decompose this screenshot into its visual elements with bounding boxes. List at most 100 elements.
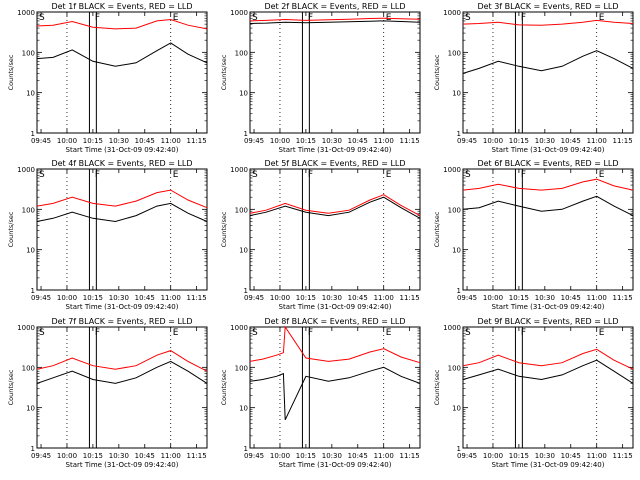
events-line [462,359,634,384]
x-tick-label: 09:45 [31,137,51,145]
marker-s: S [252,170,258,180]
panel-3: Det 3f BLACK = Events, RED = LLD 09:45 10:… [433,2,634,154]
x-tick-label: 11:00 [374,137,394,145]
x-tick-label: 10:15 [83,137,103,145]
x-axis-label: Start Time (31-Oct-09 09:42:40) [492,303,605,311]
y-tick-label: 1000 [443,166,461,174]
x-tick-label: 11:00 [587,294,607,302]
lld-line [36,18,208,30]
plot-frame [462,11,634,134]
plot-frame [36,326,208,449]
x-tick-label: 10:45 [135,452,155,460]
y-axis-label: Counts/sec [433,369,441,405]
x-tick-label: 09:45 [457,294,477,302]
marker-f: F [521,328,526,338]
panel-1: Det 1f BLACK = Events, RED = LLD 09:45 10:… [7,2,208,154]
y-tick-label: 10 [239,247,248,255]
x-tick-label: 11:00 [374,294,394,302]
x-tick-label: 11:15 [187,137,207,145]
x-tick-label: 11:15 [400,294,420,302]
y-tick-label: 1000 [230,324,248,332]
y-tick-label: 1 [244,130,248,138]
events-line [462,50,634,74]
y-tick-label: 10 [239,90,248,98]
panel-5: Det 5f BLACK = Events, RED = LLD 09:45 10:… [220,159,421,311]
y-axis-label: Counts/sec [7,54,15,90]
x-tick-label: 11:00 [587,137,607,145]
x-tick-label: 11:15 [613,452,633,460]
x-tick-label: 10:15 [509,137,529,145]
panel-8: Det 8f BLACK = Events, RED = LLD 09:45 10:… [220,317,421,469]
marker-s: S [465,13,471,23]
y-tick-label: 1000 [230,166,248,174]
panel-title: Det 6f BLACK = Events, RED = LLD [477,159,618,168]
x-tick-label: 10:30 [535,137,555,145]
y-axis-label: Counts/sec [433,54,441,90]
marker-s: S [252,13,258,23]
y-tick-label: 100 [448,49,461,57]
x-axis-label: Start Time (31-Oct-09 09:42:40) [279,303,392,311]
y-tick-label: 10 [26,90,35,98]
x-tick-label: 10:00 [270,137,290,145]
marker-s: S [465,328,471,338]
marker-f: F [95,328,100,338]
plot-frame [462,168,634,291]
x-tick-label: 10:30 [109,137,129,145]
x-axis-label: Start Time (31-Oct-09 09:42:40) [66,146,179,154]
y-tick-label: 10 [26,405,35,413]
y-axis-label: Counts/sec [220,211,228,247]
lld-line [249,17,421,22]
marker-s: S [39,170,45,180]
x-tick-label: 10:00 [270,294,290,302]
x-tick-label: 10:15 [509,294,529,302]
events-line [36,202,208,223]
x-tick-label: 10:15 [296,452,316,460]
x-tick-label: 11:15 [613,137,633,145]
panel-title: Det 9f BLACK = Events, RED = LLD [477,317,618,326]
plot-frame [462,326,634,449]
y-tick-label: 1 [244,287,248,295]
x-tick-label: 10:00 [57,137,77,145]
y-axis-label: Counts/sec [220,54,228,90]
x-tick-label: 09:45 [457,452,477,460]
marker-e: E [599,13,605,23]
x-tick-label: 10:45 [561,137,581,145]
events-line [462,195,634,217]
panel-title: Det 3f BLACK = Events, RED = LLD [477,2,618,11]
y-tick-label: 10 [239,405,248,413]
x-axis-label: Start Time (31-Oct-09 09:42:40) [66,303,179,311]
lld-line [36,189,208,209]
x-tick-label: 10:30 [322,137,342,145]
panel-title: Det 2f BLACK = Events, RED = LLD [264,2,405,11]
y-tick-label: 100 [448,206,461,214]
x-tick-label: 11:15 [187,294,207,302]
x-tick-label: 10:15 [83,294,103,302]
x-tick-label: 10:30 [322,294,342,302]
marker-f: F [308,328,313,338]
y-tick-label: 1 [31,130,35,138]
y-axis-label: Counts/sec [433,211,441,247]
lld-line [462,348,634,370]
y-tick-label: 100 [22,364,35,372]
y-tick-label: 100 [235,364,248,372]
marker-f: F [521,13,526,23]
x-tick-label: 10:15 [509,452,529,460]
panel-2: Det 2f BLACK = Events, RED = LLD 09:45 10:… [220,2,421,154]
x-tick-label: 11:15 [613,294,633,302]
x-tick-label: 10:45 [561,294,581,302]
x-tick-label: 09:45 [457,137,477,145]
marker-s: S [39,328,45,338]
x-tick-label: 09:45 [31,294,51,302]
panel-4: Det 4f BLACK = Events, RED = LLD 09:45 10:… [7,159,208,311]
x-tick-label: 11:00 [587,452,607,460]
panel-title: Det 5f BLACK = Events, RED = LLD [264,159,405,168]
x-tick-label: 09:45 [244,294,264,302]
x-tick-label: 10:30 [322,452,342,460]
x-axis-label: Start Time (31-Oct-09 09:42:40) [66,461,179,469]
y-tick-label: 1000 [230,9,248,17]
y-tick-label: 10 [452,90,461,98]
x-tick-label: 10:00 [483,452,503,460]
y-tick-label: 1 [457,130,461,138]
x-tick-label: 11:00 [161,137,181,145]
x-tick-label: 11:00 [161,452,181,460]
